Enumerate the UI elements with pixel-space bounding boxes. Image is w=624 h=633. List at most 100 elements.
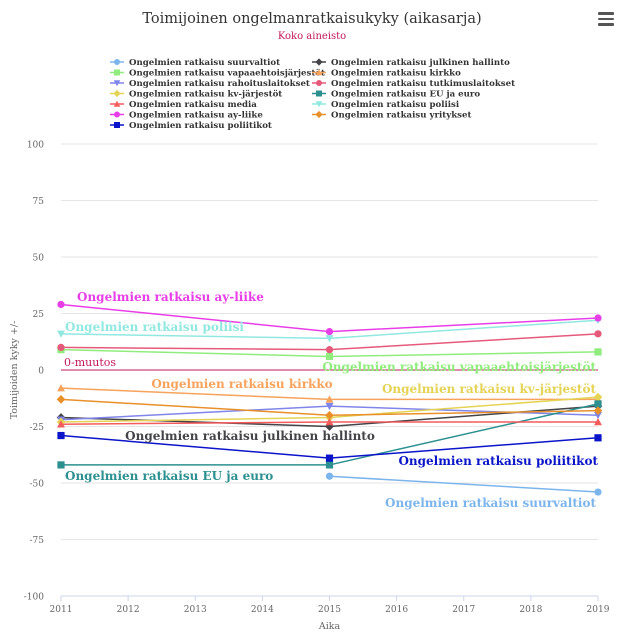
data-point[interactable]	[57, 300, 65, 309]
hamburger-menu-icon[interactable]	[598, 12, 614, 26]
legend-item[interactable]: Ongelmien ratkaisu rahoituslaitokset	[110, 79, 310, 89]
data-point[interactable]	[594, 488, 602, 496]
y-tick-label: 100	[27, 141, 44, 151]
legend-marker-icon[interactable]	[114, 111, 120, 118]
legend-item[interactable]: Ongelmien ratkaisu kirkko	[312, 69, 461, 79]
data-point[interactable]	[594, 434, 602, 442]
data-point[interactable]	[57, 431, 65, 440]
series-labels: 0-muutos Ongelmien ratkaisu suurvaltiot On…	[64, 290, 598, 510]
series-end-label: Ongelmien ratkaisu poliitikot	[398, 454, 598, 468]
x-tick-label: 2014	[251, 605, 274, 615]
zero-line-label: 0-muutos	[64, 356, 116, 369]
y-tick-label: -75	[30, 536, 45, 546]
legend-item[interactable]: Ongelmien ratkaisu suurvaltiot	[110, 58, 280, 68]
legend-marker-icon[interactable]	[315, 110, 323, 119]
data-point[interactable]	[594, 411, 602, 420]
data-point[interactable]	[325, 402, 334, 411]
legend-label: Ongelmien ratkaisu media	[129, 100, 257, 110]
legend-item[interactable]: Ongelmien ratkaisu media	[110, 100, 257, 110]
axes: -100 -75 -50 -25 0 25 50 75 100 2011 2012 2013 2014 2…	[9, 141, 610, 633]
legend-marker-icon[interactable]	[113, 89, 121, 98]
data-point[interactable]	[325, 352, 334, 361]
legend-marker-icon[interactable]	[316, 80, 322, 86]
y-axis-title: Toimijoiden kyky +/-	[9, 321, 20, 420]
legend-marker-icon[interactable]	[113, 80, 121, 87]
y-tick-label: -25	[30, 423, 45, 433]
legend-item[interactable]: Ongelmien ratkaisu poliisi	[312, 100, 460, 110]
legend-marker-icon[interactable]	[114, 122, 120, 128]
data-point[interactable]	[325, 454, 334, 462]
data-point[interactable]	[57, 330, 65, 338]
legend-label: Ongelmien ratkaisu yritykset	[331, 111, 471, 121]
data-point[interactable]	[325, 410, 334, 420]
legend-label: Ongelmien ratkaisu rahoituslaitokset	[129, 79, 310, 89]
series-end-label: Ongelmien ratkaisu julkinen hallinto	[125, 429, 375, 443]
legend-label: Ongelmien ratkaisu kirkko	[331, 69, 461, 79]
data-point[interactable]	[594, 348, 602, 356]
y-tick-label: 50	[33, 254, 45, 264]
legend-item[interactable]: Ongelmien ratkaisu ay-liike	[110, 111, 263, 121]
data-point[interactable]	[594, 418, 602, 426]
legend-item[interactable]: Ongelmien ratkaisu vapaaehtoisjärjestöt	[110, 68, 325, 79]
chart-title: Toimijoinen ongelmanratkaisukyky (aikasa…	[142, 11, 481, 27]
legend-marker-icon[interactable]	[315, 58, 323, 66]
legend-label: Ongelmien ratkaisu tutkimuslaitokset	[331, 79, 515, 89]
legend-label: Ongelmien ratkaisu kv-järjestöt	[129, 89, 282, 100]
legend-marker-icon[interactable]	[114, 69, 120, 76]
x-tick-label: 2013	[184, 605, 207, 615]
data-point[interactable]	[57, 343, 65, 351]
legend-marker-icon[interactable]	[315, 101, 323, 108]
legend-item[interactable]: Ongelmien ratkaisu kv-järjestöt	[110, 89, 282, 100]
data-point[interactable]	[593, 406, 603, 415]
y-tick-label: -100	[24, 593, 44, 603]
legend-label: Ongelmien ratkaisu poliisi	[331, 100, 460, 110]
legend: Ongelmien ratkaisu suurvaltiot Ongelmien …	[110, 58, 515, 131]
legend-marker-icon[interactable]	[316, 90, 322, 97]
x-tick-label: 2011	[50, 605, 73, 615]
x-tick-label: 2015	[318, 605, 341, 615]
legend-label: Ongelmien ratkaisu ay-liike	[129, 111, 263, 121]
y-tick-label: 0	[38, 367, 44, 377]
data-point[interactable]	[325, 472, 334, 480]
data-point[interactable]	[325, 461, 334, 469]
legend-item[interactable]: Ongelmien ratkaisu julkinen hallinto	[312, 58, 510, 68]
data-point[interactable]	[325, 418, 334, 426]
data-point[interactable]	[325, 335, 334, 343]
data-point[interactable]	[325, 346, 334, 354]
series-line[interactable]	[329, 475, 599, 493]
data-point[interactable]	[594, 314, 602, 322]
x-tick-label: 2016	[385, 605, 408, 615]
y-tick-label: 75	[33, 197, 45, 207]
data-point[interactable]	[56, 395, 66, 404]
data-point[interactable]	[594, 330, 602, 338]
legend-item[interactable]: Ongelmien ratkaisu EU ja euro	[312, 90, 480, 100]
legend-item[interactable]: Ongelmien ratkaisu yritykset	[312, 111, 471, 121]
series-end-label: Ongelmien ratkaisu kv-järjestöt	[382, 382, 596, 396]
series-end-label: Ongelmien ratkaisu vapaaehtoisjärjestöt	[322, 360, 596, 374]
legend-marker-icon[interactable]	[315, 69, 323, 76]
chart-subtitle: Koko aineisto	[278, 31, 346, 42]
data-point[interactable]	[57, 461, 65, 469]
data-point[interactable]	[593, 392, 603, 402]
series-end-label: Ongelmien ratkaisu kirkko	[151, 377, 332, 391]
data-point[interactable]	[325, 395, 334, 403]
x-tick-label: 2018	[519, 605, 542, 615]
series-end-label: Ongelmien ratkaisu ay-liike	[77, 290, 264, 304]
legend-item[interactable]: Ongelmien ratkaisu poliitikot	[110, 121, 272, 131]
legend-label: Ongelmien ratkaisu julkinen hallinto	[331, 58, 510, 68]
legend-item[interactable]: Ongelmien ratkaisu tutkimuslaitokset	[312, 79, 515, 89]
x-axis-title: Aika	[318, 621, 341, 632]
data-point[interactable]	[594, 400, 602, 408]
data-point[interactable]	[325, 327, 334, 336]
series-markers	[56, 300, 603, 496]
series-end-label: Ongelmien ratkaisu suurvaltiot	[385, 496, 596, 510]
series-end-label: Ongelmien ratkaisu EU ja euro	[65, 469, 273, 483]
legend-label: Ongelmien ratkaisu vapaaehtoisjärjestöt	[129, 68, 325, 79]
data-point[interactable]	[57, 420, 65, 428]
legend-marker-icon[interactable]	[113, 100, 121, 107]
data-point[interactable]	[57, 384, 65, 392]
x-tick-label: 2012	[117, 605, 140, 615]
series-end-label: Ongelmien ratkaisu poliisi	[65, 320, 244, 334]
legend-marker-icon[interactable]	[114, 59, 120, 65]
